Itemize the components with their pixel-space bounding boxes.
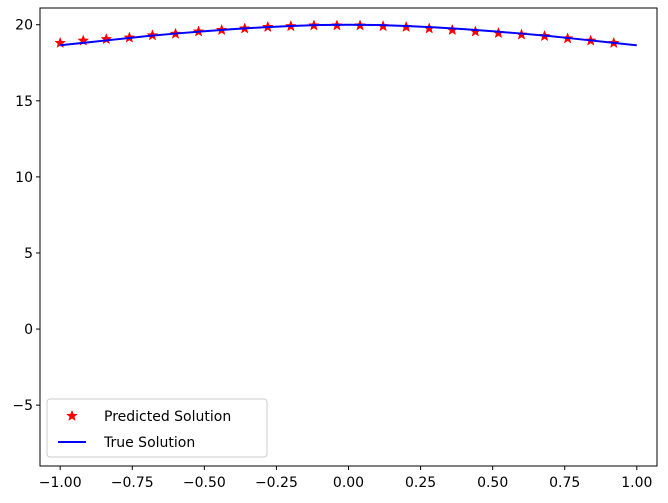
x-tick-label: −0.75 (111, 475, 154, 491)
legend-label: True Solution (103, 435, 195, 451)
predicted-point (100, 32, 113, 45)
x-tick-label: −0.50 (183, 475, 226, 491)
legend-label: Predicted Solution (104, 409, 231, 425)
x-tick-label: 1.00 (621, 475, 652, 491)
y-tick-label: −5 (12, 398, 33, 414)
x-tick-label: 0.50 (477, 475, 508, 491)
predicted-point (54, 36, 67, 49)
y-tick-label: 20 (15, 18, 33, 34)
x-tick-label: 0.25 (405, 475, 436, 491)
y-tick-label: 10 (15, 170, 33, 186)
y-tick-label: 0 (24, 322, 33, 338)
legend-predicted-marker (66, 409, 78, 422)
x-tick-label: 0.00 (333, 475, 364, 491)
y-tick-label: 5 (24, 246, 33, 262)
legend-box (46, 398, 268, 458)
x-axis: −1.00 −0.75 −0.50 −0.25 0.00 0.25 0.50 0.75 1.00 (39, 466, 652, 491)
y-axis: −5 0 5 10 15 20 (12, 18, 40, 414)
x-tick-label: −0.25 (255, 475, 298, 491)
legend: Predicted Solution True Solution (46, 398, 268, 458)
plot-marks (54, 19, 637, 49)
y-tick-label: 15 (15, 94, 33, 110)
x-tick-label: 0.75 (549, 475, 580, 491)
x-tick-label: −1.00 (39, 475, 82, 491)
true-solution-line (60, 23, 637, 47)
